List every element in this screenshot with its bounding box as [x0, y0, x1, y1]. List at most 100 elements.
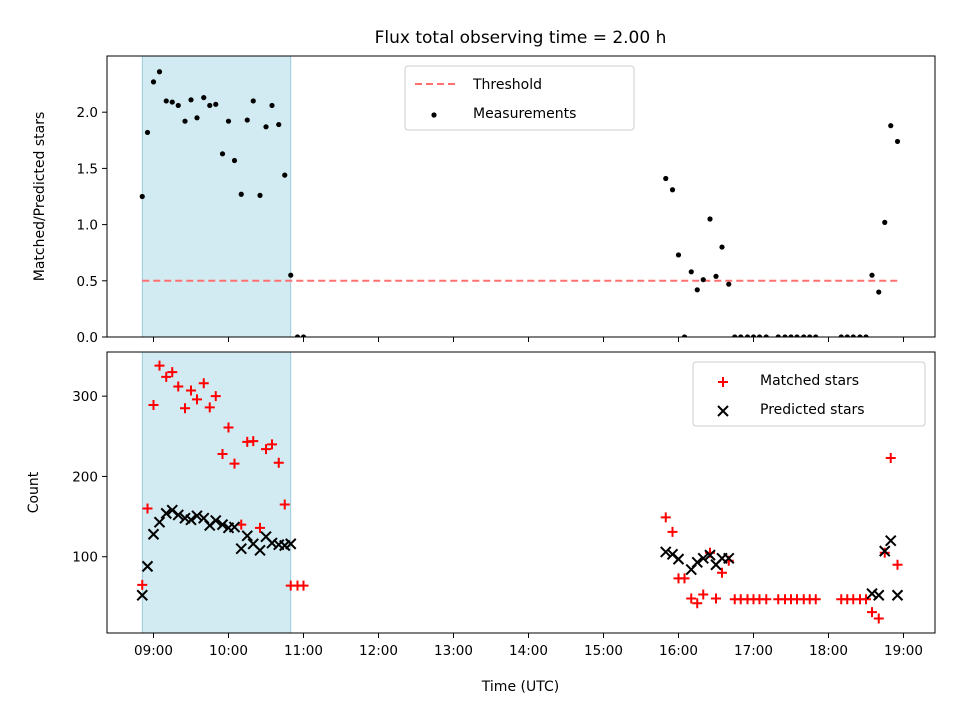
- measurement-point: [807, 334, 813, 337]
- predicted-star-point: [136, 589, 148, 601]
- matched-star-point: [861, 594, 871, 605]
- x-tick-label: 12:00: [359, 643, 398, 659]
- matched-star-point: [279, 499, 290, 510]
- count-panel: 09:00 10:00 11:00 12:00 13:00 14:00 15:00 16:00…: [26, 351, 936, 659]
- predicted-star-point: [885, 534, 897, 547]
- legend-matched-label: Matched stars: [760, 373, 859, 389]
- axes-frame: [106, 351, 936, 634]
- series-predicted-stars: [136, 504, 904, 601]
- measurement-point: [238, 191, 244, 197]
- measurement-point: [201, 94, 207, 101]
- matched-star-point: [148, 399, 159, 410]
- measurement-point: [144, 129, 151, 136]
- measurement-point: [269, 102, 275, 109]
- matched-star-point: [717, 567, 727, 578]
- matched-star-point: [692, 598, 703, 609]
- measurement-point: [744, 334, 751, 337]
- matched-star-point: [210, 391, 221, 402]
- matched-star-point: [217, 448, 228, 459]
- predicted-star-point: [228, 521, 241, 533]
- y-tick-label: 0.5: [77, 274, 98, 290]
- x-tick-label: 13:00: [434, 643, 473, 659]
- measurement-point: [894, 138, 901, 145]
- matched-star-point: [223, 422, 234, 433]
- measurement-point: [738, 334, 744, 337]
- legend-box: [692, 361, 926, 427]
- measurement-point: [175, 102, 181, 109]
- legend: Matched stars Predicted stars: [692, 361, 926, 427]
- measurement-point: [838, 334, 844, 337]
- matched-star-point: [686, 593, 697, 604]
- legend-box: [404, 65, 635, 131]
- x-tick-label: 15:00: [584, 643, 623, 659]
- matched-star-point: [667, 526, 678, 537]
- matched-star-point: [229, 458, 240, 469]
- measurement-point: [788, 334, 794, 337]
- chart-title: Flux total observing time = 2.00 h: [375, 28, 667, 48]
- predicted-star-point: [141, 560, 154, 573]
- predicted-star-point: [697, 552, 709, 565]
- x-tick-label: 14:00: [509, 643, 548, 659]
- measurement-point: [163, 98, 169, 104]
- legend: Threshold Measurements: [404, 65, 635, 131]
- y-tick-label: 100: [72, 550, 98, 566]
- measurement-point: [750, 334, 757, 337]
- predicted-star-point: [691, 556, 703, 569]
- measurement-point: [782, 334, 788, 337]
- y-tick-label: 1.5: [77, 161, 98, 177]
- matched-star-point: [867, 607, 877, 618]
- measurement-point: [869, 272, 875, 278]
- measurement-point: [719, 244, 725, 250]
- x-axis-title: Time (UTC): [481, 679, 559, 695]
- matched-star-point: [186, 385, 196, 396]
- matched-star-point: [660, 512, 671, 523]
- matched-star-point: [261, 444, 271, 455]
- y-tick-label: 2.0: [77, 105, 98, 121]
- predicted-star-point: [660, 546, 672, 558]
- predicted-star-point: [191, 510, 203, 522]
- matched-star-point: [137, 579, 148, 590]
- measurement-point: [219, 151, 226, 157]
- predicted-star-point: [723, 552, 735, 565]
- matched-star-point: [892, 559, 903, 570]
- legend-predicted-label: Predicted stars: [760, 402, 865, 418]
- y-axis-title: Count: [26, 471, 42, 513]
- predicted-star-point: [241, 530, 253, 542]
- legend-matched-swatch: [718, 377, 728, 387]
- predicted-star-point: [185, 514, 197, 526]
- x-tick-label: 09:00: [134, 643, 173, 659]
- y-tick-label: 1.0: [77, 218, 98, 234]
- series-matched-stars: [137, 360, 903, 624]
- measurement-point: [156, 69, 163, 75]
- observing-window-shade: [141, 55, 292, 338]
- matched-star-point: [679, 573, 690, 584]
- y-tick-label: 300: [72, 389, 98, 405]
- matched-star-point: [198, 378, 209, 389]
- measurement-point: [775, 334, 781, 337]
- measurement-point: [794, 334, 800, 337]
- matched-star-point: [142, 503, 153, 514]
- measurement-point: [213, 101, 219, 107]
- y-tick-label: 200: [72, 469, 98, 485]
- measurement-point: [169, 99, 175, 105]
- measurement-point: [756, 334, 763, 337]
- x-tick-label: 10:00: [209, 643, 248, 659]
- measurement-point: [850, 334, 856, 337]
- measurement-point: [857, 334, 863, 337]
- measurement-point: [150, 79, 157, 85]
- matched-star-point: [810, 594, 821, 605]
- measurement-point: [300, 334, 307, 337]
- predicted-star-point: [172, 509, 184, 521]
- measurement-point: [888, 123, 894, 129]
- measurement-point: [669, 187, 676, 193]
- predicted-star-point: [879, 545, 891, 557]
- predicted-star-point: [235, 542, 247, 555]
- measurement-point: [194, 115, 200, 121]
- series-measurements: [139, 69, 901, 337]
- legend-measurements-label: Measurements: [473, 106, 576, 122]
- matched-star-point: [173, 381, 184, 392]
- predicted-star-point: [266, 537, 278, 549]
- measurement-point: [882, 219, 888, 225]
- measurement-point: [263, 124, 269, 130]
